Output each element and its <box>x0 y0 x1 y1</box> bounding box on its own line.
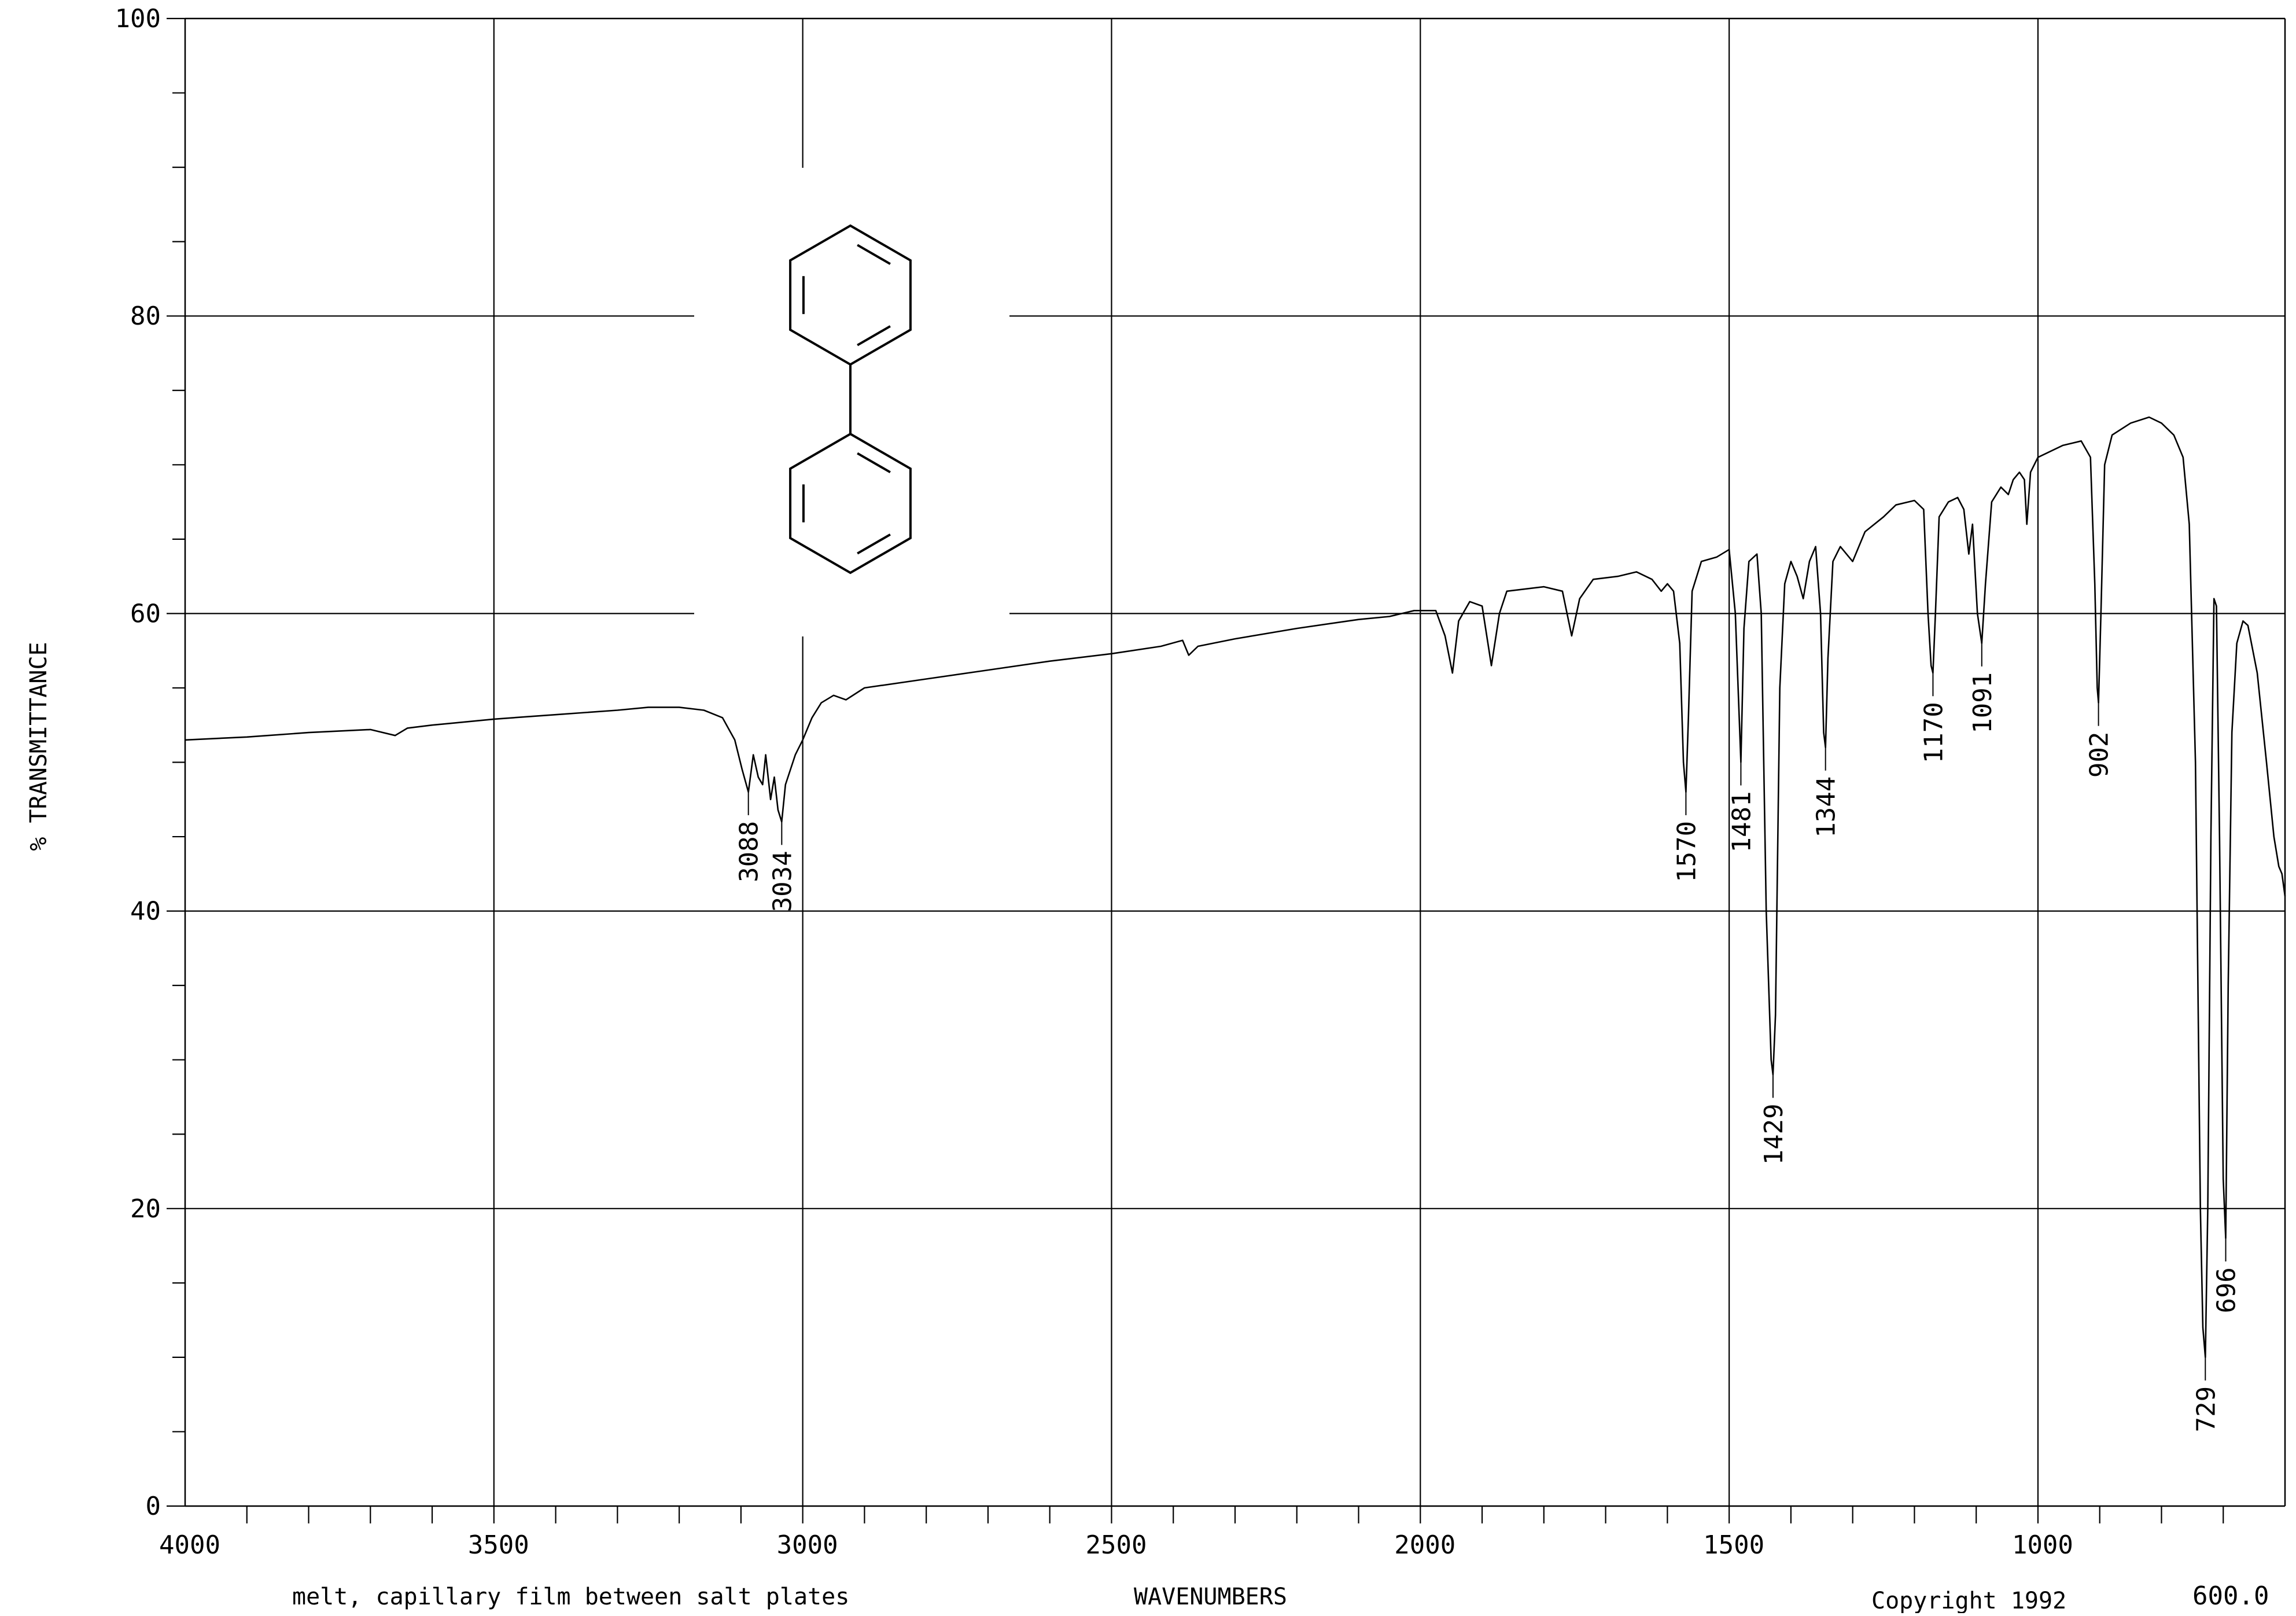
peak-marker: 1481 <box>1727 762 1756 853</box>
x-tick-label: 3500 <box>468 1530 529 1560</box>
peak-label: 1344 <box>1812 776 1841 838</box>
double-bond <box>857 244 891 265</box>
text-layer: % TRANSMITTANCE melt, capillary film bet… <box>25 642 2269 1614</box>
peak-marker: 696 <box>2212 1238 2242 1313</box>
y-tick-label: 40 <box>130 897 161 926</box>
peak-label: 729 <box>2191 1386 2221 1432</box>
peak-marker: 1570 <box>1672 792 1701 882</box>
y-axis-label: % TRANSMITTANCE <box>25 642 52 851</box>
y-tick-label: 80 <box>130 301 161 331</box>
double-bond <box>857 325 891 347</box>
peak-label: 3088 <box>735 821 764 882</box>
peak-label: 1091 <box>1968 672 1998 734</box>
copyright-note: Copyright 1992 <box>1871 1588 2066 1613</box>
peak-label-layer: 3088 3034 1570 1481 1429 1344 1170 1091 902 729 69… <box>735 643 2242 1432</box>
double-bond <box>857 452 891 473</box>
double-bond <box>857 533 891 555</box>
peak-label: 1481 <box>1727 792 1756 853</box>
peak-marker: 1091 <box>1968 643 1998 734</box>
peak-label: 1570 <box>1672 821 1701 882</box>
x-tick-label: 4000 <box>159 1530 220 1560</box>
peak-label: 696 <box>2212 1267 2242 1313</box>
x-tick-label: 3000 <box>777 1530 838 1560</box>
peak-marker: 729 <box>2191 1357 2221 1432</box>
spectrum-line <box>185 416 2286 1359</box>
y-tick-label: 60 <box>130 599 161 628</box>
peak-marker: 3088 <box>735 792 764 882</box>
y-tick-label: 0 <box>146 1492 161 1521</box>
phenyl-ring-bottom <box>789 432 912 575</box>
structure-background <box>694 168 1009 636</box>
x-tick-label: 1500 <box>1703 1530 1764 1560</box>
peak-label: 1429 <box>1759 1103 1789 1165</box>
structure-drawing <box>789 224 912 575</box>
peak-marker: 3034 <box>768 822 797 912</box>
x-tick-label: 1000 <box>2012 1530 2073 1560</box>
peak-label: 3034 <box>768 851 797 912</box>
y-tick-label: 100 <box>115 4 161 34</box>
series-layer <box>185 416 2286 1359</box>
peak-marker: 1429 <box>1759 1074 1789 1165</box>
peak-label: 902 <box>2085 732 2114 778</box>
peak-marker: 1170 <box>1919 673 1948 763</box>
sample-note: melt, capillary film between salt plates <box>292 1584 849 1610</box>
peak-marker: 1344 <box>1812 747 1841 838</box>
peak-label: 1170 <box>1919 702 1948 763</box>
x-tick-label: 2500 <box>1085 1530 1147 1560</box>
x-tick-label: 2000 <box>1394 1530 1455 1560</box>
y-tick-label: 20 <box>130 1194 161 1224</box>
axes-layer: 0 20 40 60 80 100 4000 3500 3000 2500 2000 1500 1000 <box>115 4 2286 1560</box>
peak-marker: 902 <box>2085 702 2114 778</box>
x-axis-label: WAVENUMBERS <box>1134 1584 1287 1610</box>
biphenyl-structure <box>789 224 912 575</box>
x-axis-end-label: 600.0 <box>2192 1581 2269 1611</box>
